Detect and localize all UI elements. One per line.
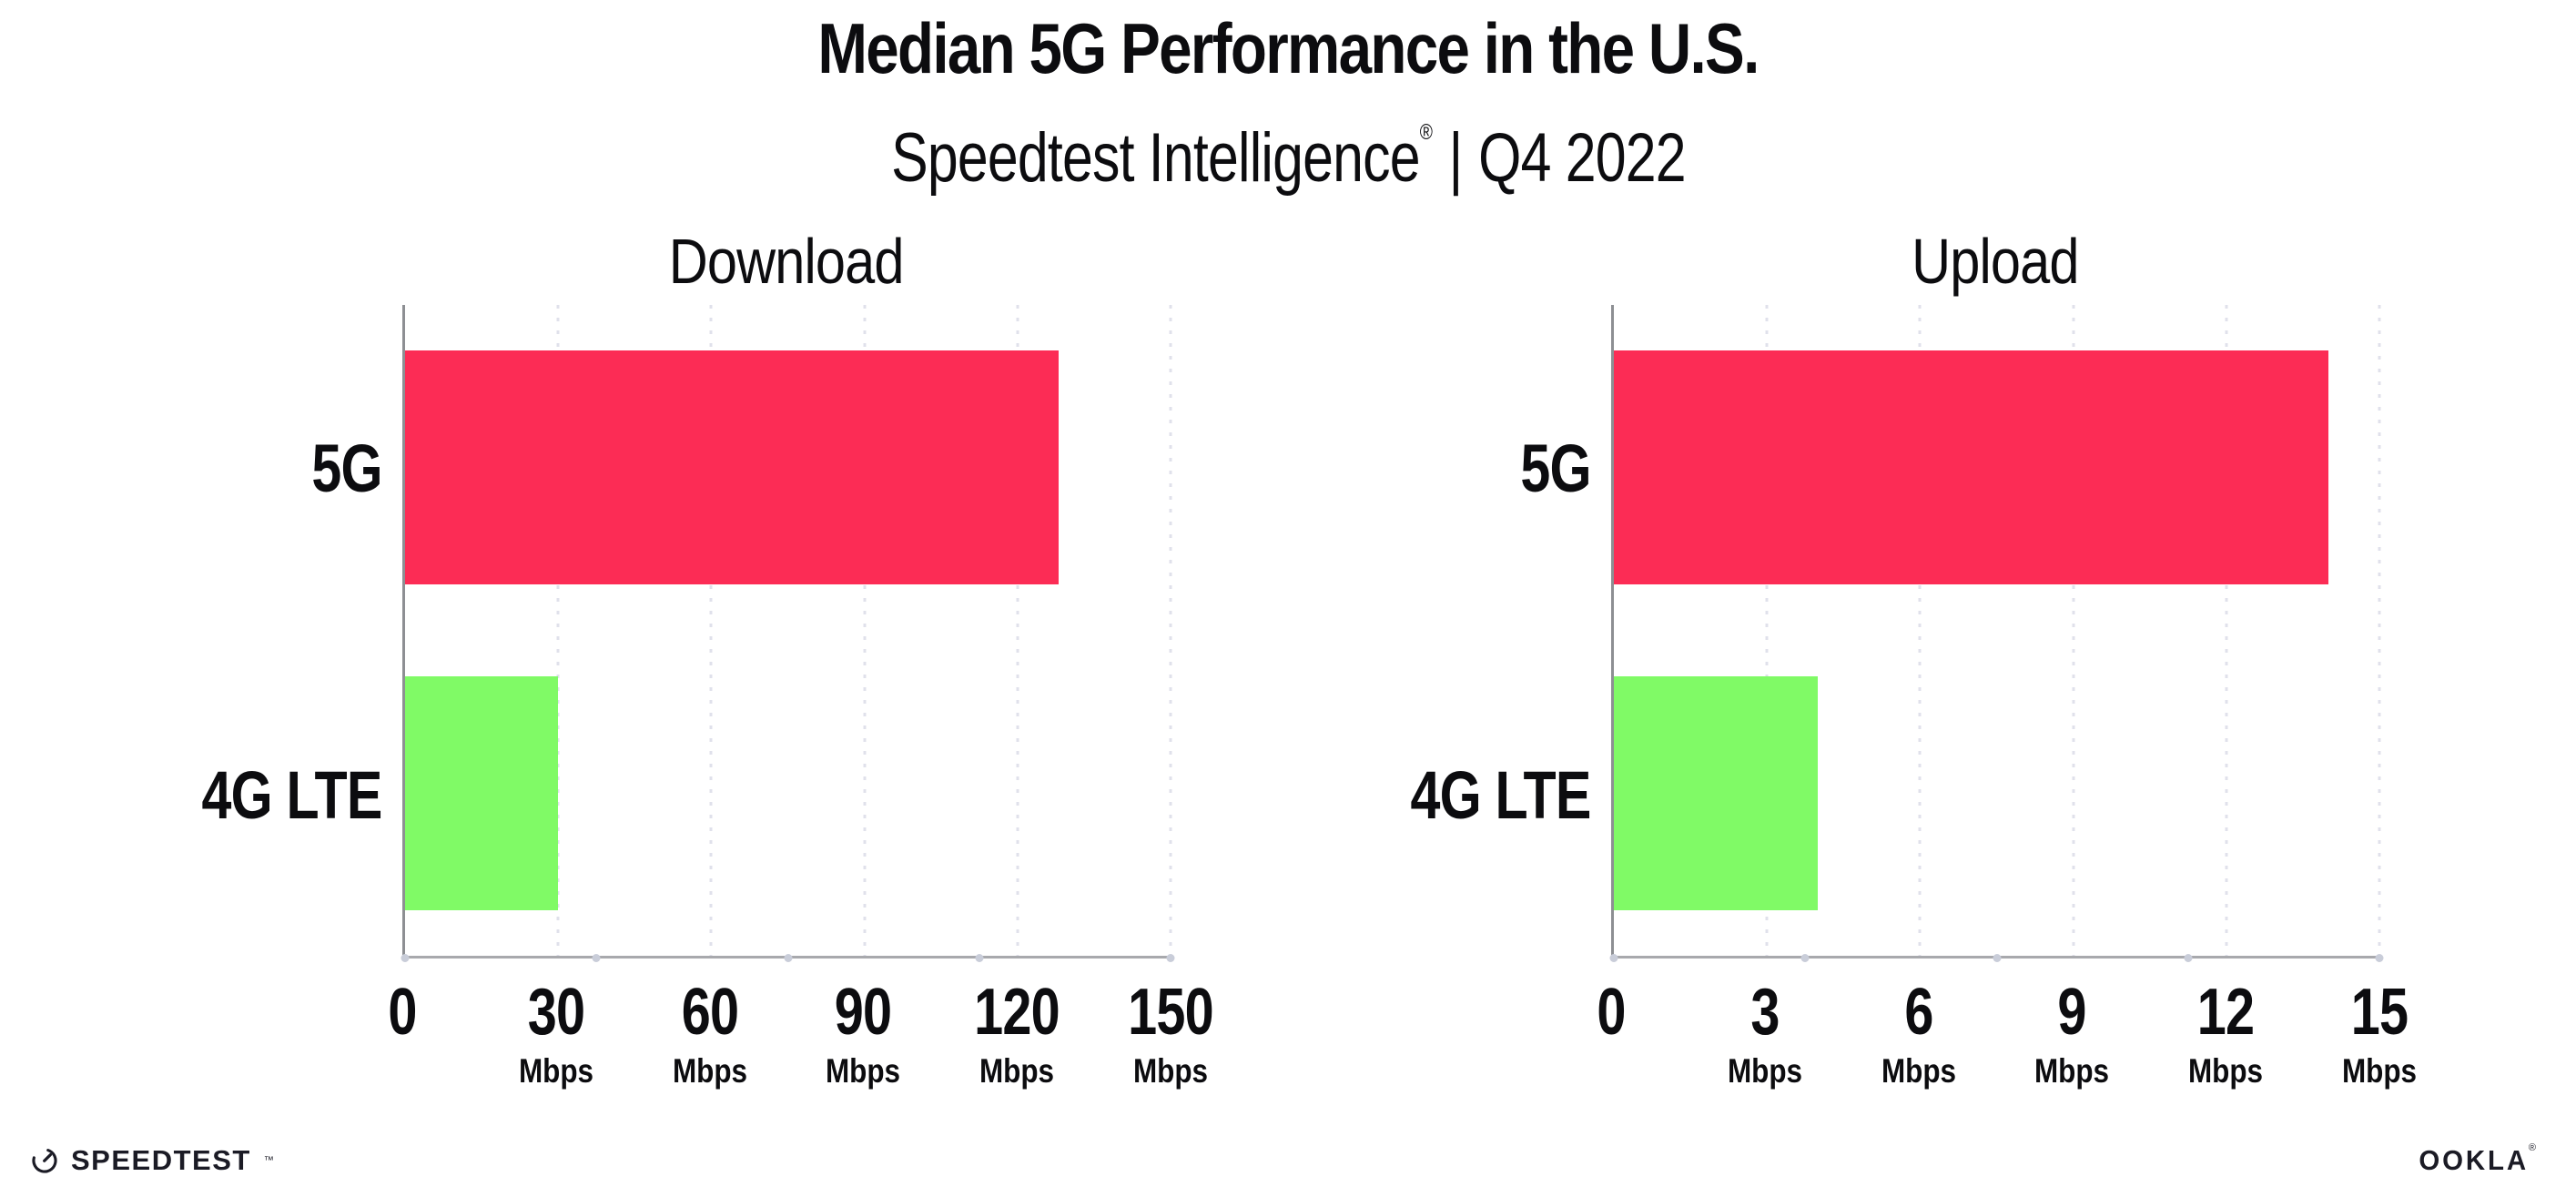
page-subtitle: Speedtest Intelligence® | Q4 2022	[0, 89, 2576, 202]
axis-marker-dot	[1609, 954, 1618, 962]
axis-marker-dot	[784, 954, 792, 962]
x-tick-30: 30 Mbps	[518, 976, 593, 1090]
subtitle-period: Q4 2022	[1477, 119, 1686, 197]
x-tick-unit: Mbps	[2341, 1052, 2418, 1090]
x-tick-12: 12 Mbps	[2188, 976, 2264, 1090]
axis-marker-dot	[592, 954, 601, 962]
x-tick-120: 120 Mbps	[964, 977, 1070, 1090]
bar-5g-upload	[1614, 350, 2328, 585]
chart-download-title: Download	[669, 226, 905, 297]
axis-marker-dot	[401, 954, 410, 962]
category-label-4g-lte: 4G LTE	[201, 757, 383, 833]
category-label-5g: 5G	[1520, 431, 1592, 506]
x-tick-unit: Mbps	[2034, 1052, 2110, 1090]
chart-download-x-axis: 0 30 Mbps 60 Mbps 90 Mbps 120 Mbps 150 M…	[388, 976, 1213, 1122]
x-tick-unit: Mbps	[979, 1052, 1055, 1090]
x-tick-60: 60 Mbps	[672, 976, 747, 1090]
gridline-9	[2072, 305, 2075, 956]
gridline-150	[1169, 305, 1172, 956]
category-row-5g: 5G	[2, 305, 383, 632]
axis-marker-dot	[1800, 954, 1810, 962]
x-tick-150: 150 Mbps	[1117, 977, 1223, 1090]
axis-marker-dot	[1166, 954, 1175, 962]
category-row-4g-lte: 4G LTE	[2, 632, 383, 959]
x-tick-90: 90 Mbps	[826, 976, 901, 1090]
speedtest-logo: SPEEDTEST ™	[29, 1144, 274, 1177]
page-title: Median 5G Performance in the U.S.	[0, 5, 2576, 91]
trademark-icon: ™	[263, 1155, 274, 1166]
chart-download-category-labels: 5G 4G LTE	[2, 305, 383, 959]
chart-upload-plot-area	[1609, 305, 2384, 962]
gridline-12	[2225, 305, 2228, 956]
x-tick-unit: Mbps	[518, 1052, 593, 1090]
ookla-logo: OOKLA ®	[2413, 1142, 2536, 1177]
bar-row-5g	[405, 305, 1171, 631]
gridline-60	[709, 305, 713, 956]
x-tick-unit: Mbps	[826, 1052, 901, 1090]
ookla-wordmark: OOKLA	[2419, 1144, 2529, 1176]
gridline-15	[2378, 305, 2381, 956]
x-tick-9: 9 Mbps	[2034, 976, 2110, 1090]
axis-marker-dot	[975, 954, 984, 962]
bar-row-5g	[1614, 305, 2379, 631]
axis-marker-dot	[2375, 954, 2384, 962]
gridline-6	[1918, 305, 1922, 956]
gridline-30	[556, 305, 560, 956]
x-tick-0: 0	[388, 976, 417, 1049]
gridline-3	[1765, 305, 1769, 956]
chart-upload-title: Upload	[1912, 226, 2079, 297]
axis-marker-dot	[2184, 954, 2193, 962]
x-tick-unit: Mbps	[2188, 1052, 2264, 1090]
subtitle-separator: |	[1448, 119, 1463, 197]
chart-upload-category-labels: 5G 4G LTE	[1211, 305, 1592, 959]
gridline-90	[863, 305, 867, 956]
speedtest-wordmark: SPEEDTEST	[71, 1144, 251, 1176]
bar-4g-lte-download	[405, 675, 559, 910]
x-tick-3: 3 Mbps	[1727, 976, 1802, 1090]
category-row-5g: 5G	[1211, 305, 1592, 632]
category-label-4g-lte: 4G LTE	[1410, 757, 1592, 833]
x-tick-6: 6 Mbps	[1881, 976, 1956, 1090]
x-tick-unit: Mbps	[1727, 1052, 1802, 1090]
bar-row-4g-lte	[405, 631, 1171, 957]
x-tick-unit: Mbps	[672, 1052, 747, 1090]
subtitle-brand: Speedtest Intelligence	[890, 119, 1420, 197]
chart-upload: Upload 5G 4G LTE 0 3 Mbps	[1211, 208, 2417, 1191]
bar-row-4g-lte	[1614, 631, 2379, 957]
x-tick-15: 15 Mbps	[2341, 976, 2418, 1090]
gridline-120	[1016, 305, 1019, 956]
chart-download-plot-area	[401, 305, 1175, 962]
chart-upload-x-axis: 0 3 Mbps 6 Mbps 9 Mbps 12 Mbps 15 Mbps	[1597, 976, 2417, 1122]
axis-marker-dot	[1993, 954, 2001, 962]
x-tick-unit: Mbps	[1881, 1052, 1956, 1090]
speedtest-gauge-icon	[32, 1148, 57, 1173]
category-row-4g-lte: 4G LTE	[1211, 632, 1592, 959]
bar-4g-lte-upload	[1614, 675, 1819, 910]
chart-download: Download 5G 4G LTE 0 30 Mbps	[2, 208, 1214, 1191]
registered-mark-icon: ®	[1419, 120, 1433, 145]
bar-5g-download	[405, 350, 1059, 585]
x-tick-0: 0	[1597, 976, 1626, 1049]
registered-mark-icon: ®	[2528, 1142, 2536, 1153]
category-label-5g: 5G	[311, 431, 383, 506]
page-title-text: Median 5G Performance in the U.S.	[817, 8, 1760, 88]
footer: SPEEDTEST ™ OOKLA ®	[29, 1137, 2536, 1184]
x-tick-unit: Mbps	[1132, 1052, 1209, 1090]
